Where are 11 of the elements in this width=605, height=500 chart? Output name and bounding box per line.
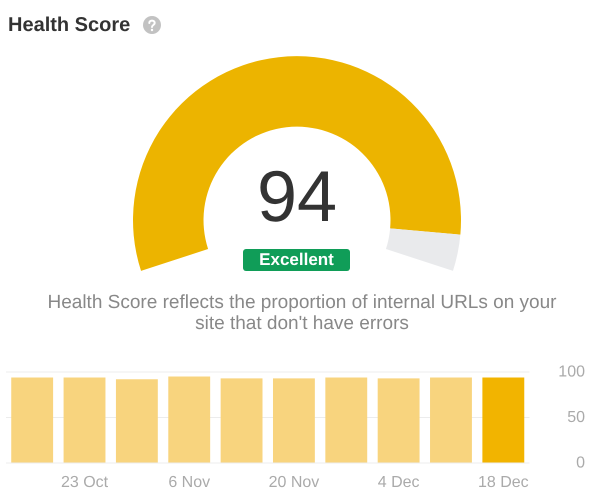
x-tick-label: 20 Nov — [268, 474, 320, 492]
x-tick-label: 6 Nov — [168, 474, 210, 492]
text: 94 — [256, 157, 338, 237]
text: Health Score reflects the proportion of internal URLs on your site that don't have errors — [46, 292, 558, 334]
y-tick-label: 50 — [567, 408, 586, 426]
x-tick-label: 4 Dec — [378, 474, 420, 492]
x-tick-label: 23 Oct — [60, 474, 109, 492]
chart-title: Health Score — [8, 13, 130, 37]
y-tick-label: 0 — [576, 454, 586, 472]
x-tick-label: 18 Dec — [478, 474, 529, 492]
y-tick-label: 100 — [558, 363, 586, 380]
